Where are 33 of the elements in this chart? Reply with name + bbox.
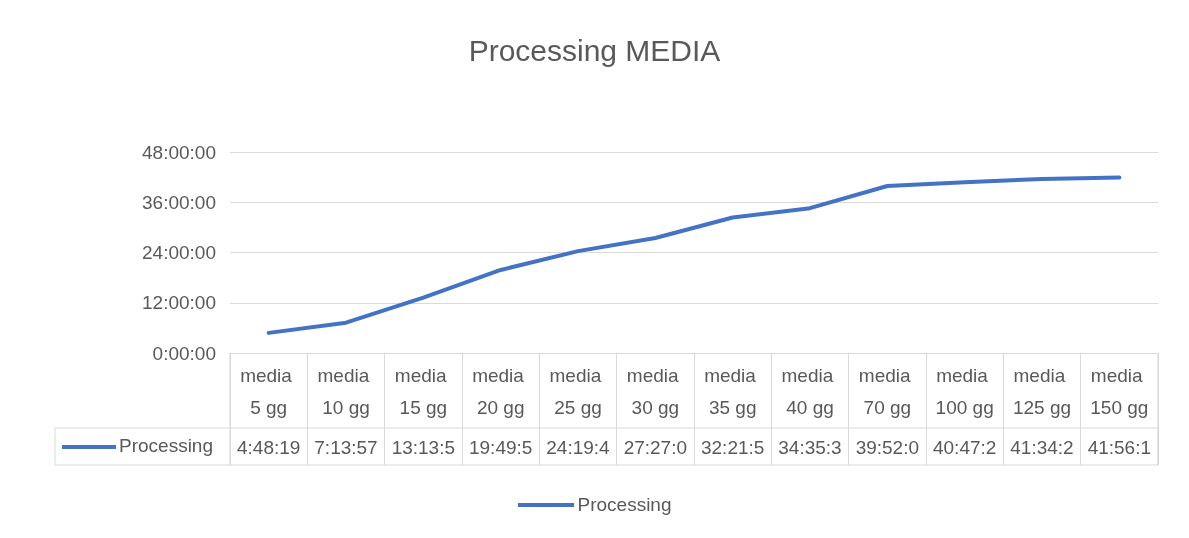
text: Processing [577, 494, 672, 515]
x-tick-label: media 40 gg [781, 364, 839, 418]
data-label: 34:35:3 [778, 437, 842, 458]
data-label: 13:13:5 [391, 437, 456, 458]
x-tick-label: media 70 gg [858, 364, 916, 418]
x-tick-label: media 100 gg [935, 364, 994, 418]
data-label: 7:13:57 [314, 437, 378, 458]
data-label: 41:56:1 [1087, 437, 1152, 458]
data-label: 39:52:0 [855, 437, 920, 458]
x-tick-label: media 30 gg [626, 364, 684, 418]
x-tick-label: media 35 gg [704, 364, 762, 418]
y-tick-label: 24:00:00 [142, 242, 216, 263]
data-label: 41:34:2 [1010, 437, 1074, 458]
x-tick-label: media 150 gg [1090, 364, 1149, 418]
legend-label: Processing [119, 435, 213, 457]
x-tick-label: media 25 gg [549, 364, 607, 418]
data-label: 27:27:0 [623, 437, 688, 458]
x-tick-label: media 10 gg [317, 364, 375, 418]
line-series [266, 175, 1122, 335]
chart-title: Processing MEDIA [468, 33, 721, 67]
y-tick-label: 36:00:00 [142, 191, 216, 213]
y-tick-label: 48:00:00 [142, 141, 216, 163]
data-label: 19:49:5 [468, 437, 533, 458]
x-tick-label: media 125 gg [1012, 364, 1072, 418]
x-tick-label: media 20 gg [472, 364, 530, 418]
data-label: 4:48:19 [236, 437, 301, 458]
x-tick-label: media 5 gg [240, 364, 298, 418]
data-label: 40:47:2 [932, 437, 997, 458]
y-tick-label: 0:00:00 [152, 342, 216, 364]
y-tick-label: 12:00:00 [142, 292, 216, 314]
data-label: 32:21:5 [700, 437, 765, 458]
x-tick-label: media 15 gg [394, 364, 452, 418]
data-label: 24:19:4 [546, 437, 611, 458]
